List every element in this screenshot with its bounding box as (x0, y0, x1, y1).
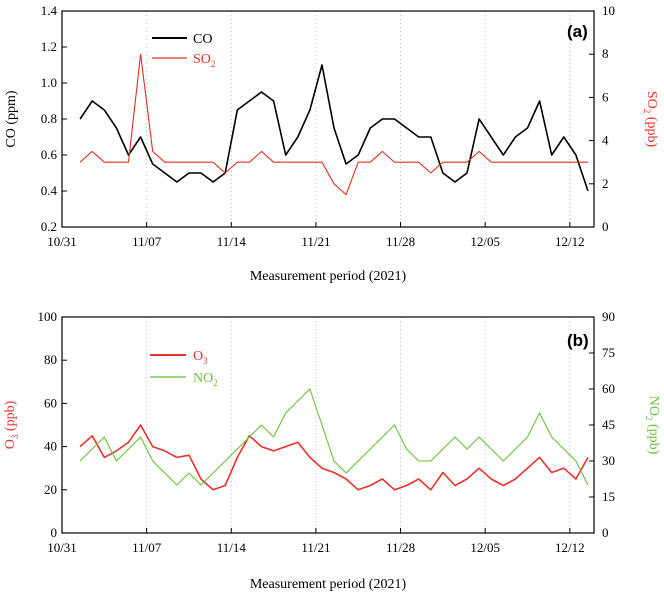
x-tick-label: 12/12 (555, 540, 585, 555)
x-tick-label: 11/14 (217, 234, 247, 249)
y-left-tick-label: 80 (44, 352, 57, 367)
y-left-tick-label: 0.8 (41, 111, 57, 126)
y-left-tick-label: 20 (44, 482, 57, 497)
x-tick-label: 11/28 (386, 540, 415, 555)
legend-co-label: CO (193, 32, 212, 47)
y-right-tick-label: 0 (602, 525, 609, 540)
y-left-tick-label: 1.2 (41, 39, 57, 54)
panel-b-ylabel-right: NO2 (ppb) (644, 396, 661, 455)
legend-b: O3 NO2 (150, 349, 218, 388)
y-right-tick-label: 60 (602, 381, 615, 396)
y-left-tick-label: 0.4 (41, 183, 58, 198)
y-left-tick-label: 1.0 (41, 75, 57, 90)
x-tick-label: 11/21 (301, 234, 330, 249)
panel-b-ylabel-left: O3 (ppb) (3, 400, 20, 449)
y-left-tick-label: 40 (44, 439, 57, 454)
y-right-tick-label: 0 (602, 219, 609, 234)
x-tick-label: 11/21 (301, 540, 330, 555)
series-o3-line (79, 424, 589, 491)
y-right-tick-label: 45 (602, 417, 615, 432)
y-right-tick-label: 6 (602, 89, 609, 104)
y-right-tick-label: 4 (602, 133, 609, 148)
y-left-tick-label: 0.6 (41, 147, 58, 162)
y-left-tick-label: 0.2 (41, 219, 57, 234)
series-no2-line (79, 388, 589, 486)
legend-no2-label: NO2 (193, 371, 218, 388)
y-right-tick-label: 90 (602, 309, 615, 324)
panel-a-xlabel: Measurement period (2021) (250, 269, 407, 284)
x-tick-label: 12/05 (470, 540, 500, 555)
series-so2-line (79, 53, 588, 196)
panel-label-b: (b) (567, 331, 589, 350)
y-right-tick-label: 2 (602, 176, 609, 191)
legend-o3-label: O3 (193, 349, 208, 366)
x-tick-label: 12/05 (470, 234, 500, 249)
y-right-tick-label: 10 (602, 3, 615, 18)
x-tick-label: 12/12 (555, 234, 585, 249)
x-tick-label: 11/07 (132, 540, 162, 555)
series-co-line (79, 64, 589, 192)
x-tick-label: 10/31 (47, 234, 77, 249)
x-tick-label: 11/28 (386, 234, 415, 249)
legend-a: CO SO2 (152, 32, 215, 69)
legend-so2-label: SO2 (193, 52, 215, 69)
y-left-tick-label: 100 (38, 309, 58, 324)
panel-a: 10/31 11/07 11/14 11/21 11/28 12/05 12/12 0.2 0.… (4, 3, 659, 284)
panel-b: 10/31 11/07 11/14 11/21 11/28 12/05 12/12 0 20 40… (3, 309, 661, 592)
x-tick-label: 11/14 (217, 540, 247, 555)
panel-a-ylabel-right: SO2 (ppb) (642, 91, 659, 148)
y-right-tick-label: 75 (602, 345, 615, 360)
panel-b-xlabel: Measurement period (2021) (250, 577, 407, 592)
panel-label-a: (a) (567, 22, 588, 41)
x-tick-label: 10/31 (47, 540, 77, 555)
y-left-tick-label: 1.4 (41, 3, 58, 18)
y-left-tick-label: 0 (51, 525, 58, 540)
y-right-tick-label: 15 (602, 489, 615, 504)
y-right-tick-label: 8 (602, 46, 609, 61)
y-left-tick-label: 60 (44, 395, 57, 410)
panel-a-ylabel-left: CO (ppm) (4, 90, 19, 148)
x-tick-label: 11/07 (132, 234, 162, 249)
y-right-tick-label: 30 (602, 453, 615, 468)
